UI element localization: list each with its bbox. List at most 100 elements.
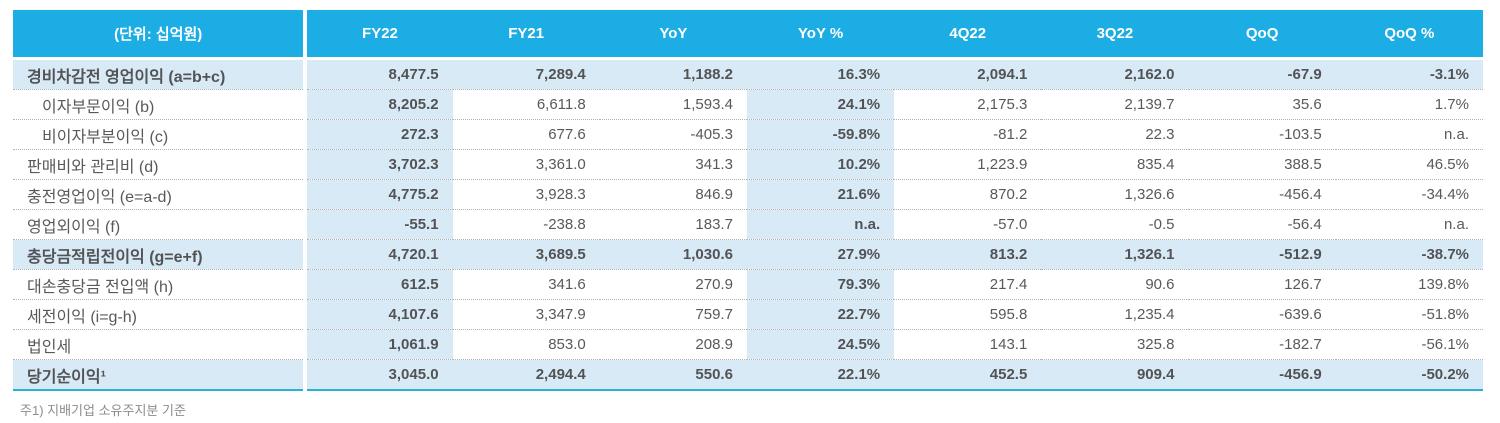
table-cell: 126.7	[1188, 269, 1336, 300]
table-cell: 22.7%	[746, 299, 895, 330]
table-row-pre-provision-operating-profit: 충전영업이익 (e=a-d) 4,775.2 3,928.3 846.9 21.…	[13, 179, 1483, 210]
table-cell: -512.9	[1188, 239, 1336, 270]
table-cell: 1,326.6	[1041, 179, 1189, 210]
table-cell: 2,139.7	[1041, 89, 1189, 120]
table-cell: -38.7%	[1335, 239, 1483, 270]
row-label: 세전이익 (i=g-h)	[13, 299, 308, 330]
table-cell: n.a.	[1335, 119, 1483, 150]
table-cell: 677.6	[452, 119, 600, 150]
table-cell: 4,107.6	[305, 299, 453, 330]
table-cell: 870.2	[894, 179, 1042, 210]
table-cell: 1,235.4	[1041, 299, 1189, 330]
row-label: 법인세	[13, 329, 308, 360]
table-row-net-income: 당기순이익¹ 3,045.0 2,494.4 550.6 22.1% 452.5…	[13, 359, 1483, 390]
table-cell: 813.2	[894, 239, 1042, 270]
table-cell: 270.9	[599, 269, 747, 300]
column-header-yoy-pct: YoY %	[746, 10, 895, 60]
table-cell: 10.2%	[746, 149, 895, 180]
table-cell: 217.4	[894, 269, 1042, 300]
table-row-pre-tax-income: 세전이익 (i=g-h) 4,107.6 3,347.9 759.7 22.7%…	[13, 299, 1483, 330]
column-header-fy22: FY22	[305, 10, 453, 60]
table-row-interest-income: 이자부문이익 (b) 8,205.2 6,611.8 1,593.4 24.1%…	[13, 89, 1483, 120]
row-label: 충당금적립전이익 (g=e+f)	[13, 239, 308, 270]
table-row-provision-for-credit-losses: 대손충당금 전입액 (h) 612.5 341.6 270.9 79.3% 21…	[13, 269, 1483, 300]
table-cell: -55.1	[305, 209, 453, 240]
header-row: (단위: 십억원) FY22 FY21 YoY YoY % 4Q22 3Q22 …	[13, 10, 1483, 60]
column-header-fy21: FY21	[452, 10, 600, 60]
table-cell: 139.8%	[1335, 269, 1483, 300]
table-cell: -103.5	[1188, 119, 1336, 150]
table-cell: 595.8	[894, 299, 1042, 330]
table-cell: 341.3	[599, 149, 747, 180]
table-cell: 3,689.5	[452, 239, 600, 270]
table-cell: 24.1%	[746, 89, 895, 120]
table-cell: 835.4	[1041, 149, 1189, 180]
table-row-sga-expenses: 판매비와 관리비 (d) 3,702.3 3,361.0 341.3 10.2%…	[13, 149, 1483, 180]
table-cell: 550.6	[599, 359, 747, 390]
column-header-qoq-pct: QoQ %	[1335, 10, 1483, 60]
table-row-pre-provision-profit: 충당금적립전이익 (g=e+f) 4,720.1 3,689.5 1,030.6…	[13, 239, 1483, 270]
table-cell: 22.1%	[746, 359, 895, 390]
row-label: 대손충당금 전입액 (h)	[13, 269, 308, 300]
table-row-operating-income-before-expenses: 경비차감전 영업이익 (a=b+c) 8,477.5 7,289.4 1,188…	[13, 58, 1483, 90]
table-cell: -456.4	[1188, 179, 1336, 210]
row-label: 이자부문이익 (b)	[13, 89, 308, 120]
table-cell: 16.3%	[746, 58, 895, 90]
column-header-3q22: 3Q22	[1041, 10, 1189, 60]
table-row-non-operating-income: 영업외이익 (f) -55.1 -238.8 183.7 n.a. -57.0 …	[13, 209, 1483, 240]
footnote: 주1) 지배기업 소유주지분 기준	[20, 403, 186, 418]
column-header-yoy: YoY	[599, 10, 747, 60]
table-cell: -67.9	[1188, 58, 1336, 90]
table-cell: 2,494.4	[452, 359, 600, 390]
row-label: 당기순이익¹	[13, 359, 308, 390]
table-cell: -81.2	[894, 119, 1042, 150]
table-cell: 2,162.0	[1041, 58, 1189, 90]
table-cell: 1,326.1	[1041, 239, 1189, 270]
table-cell: 22.3	[1041, 119, 1189, 150]
table-cell: 208.9	[599, 329, 747, 360]
unit-label: (단위: 십억원)	[13, 10, 308, 60]
table-cell: 759.7	[599, 299, 747, 330]
table-cell: n.a.	[1335, 209, 1483, 240]
table-cell: 846.9	[599, 179, 747, 210]
table-cell: 143.1	[894, 329, 1042, 360]
row-label: 경비차감전 영업이익 (a=b+c)	[13, 58, 308, 90]
table-cell: 2,094.1	[894, 58, 1042, 90]
column-header-4q22: 4Q22	[894, 10, 1042, 60]
table-cell: -59.8%	[746, 119, 895, 150]
table-row-non-interest-income: 비이자부분이익 (c) 272.3 677.6 -405.3 -59.8% -8…	[13, 119, 1483, 150]
table-cell: 1,188.2	[599, 58, 747, 90]
table-cell: 3,702.3	[305, 149, 453, 180]
row-label: 충전영업이익 (e=a-d)	[13, 179, 308, 210]
table-cell: 1,593.4	[599, 89, 747, 120]
table-cell: 3,045.0	[305, 359, 453, 390]
table-cell: 1.7%	[1335, 89, 1483, 120]
table-cell: 3,347.9	[452, 299, 600, 330]
table-cell: 6,611.8	[452, 89, 600, 120]
table-cell: 4,720.1	[305, 239, 453, 270]
table-cell: 27.9%	[746, 239, 895, 270]
table-row-income-tax: 법인세 1,061.9 853.0 208.9 24.5% 143.1 325.…	[13, 329, 1483, 360]
row-label: 판매비와 관리비 (d)	[13, 149, 308, 180]
table-cell: 2,175.3	[894, 89, 1042, 120]
table-cell: -51.8%	[1335, 299, 1483, 330]
table-cell: -50.2%	[1335, 359, 1483, 390]
table-cell: -56.4	[1188, 209, 1336, 240]
table-cell: 272.3	[305, 119, 453, 150]
table-cell: -238.8	[452, 209, 600, 240]
table-cell: -56.1%	[1335, 329, 1483, 360]
table-cell: 325.8	[1041, 329, 1189, 360]
table-cell: 79.3%	[746, 269, 895, 300]
row-label: 비이자부분이익 (c)	[13, 119, 308, 150]
table-cell: 3,928.3	[452, 179, 600, 210]
table-cell: 4,775.2	[305, 179, 453, 210]
table-cell: 452.5	[894, 359, 1042, 390]
table-cell: -182.7	[1188, 329, 1336, 360]
column-header-qoq: QoQ	[1188, 10, 1336, 60]
table-cell: 341.6	[452, 269, 600, 300]
table-cell: 853.0	[452, 329, 600, 360]
table-header: (단위: 십억원) FY22 FY21 YoY YoY % 4Q22 3Q22 …	[13, 10, 1483, 60]
table-cell: 1,223.9	[894, 149, 1042, 180]
financial-results-table: (단위: 십억원) FY22 FY21 YoY YoY % 4Q22 3Q22 …	[13, 10, 1483, 391]
